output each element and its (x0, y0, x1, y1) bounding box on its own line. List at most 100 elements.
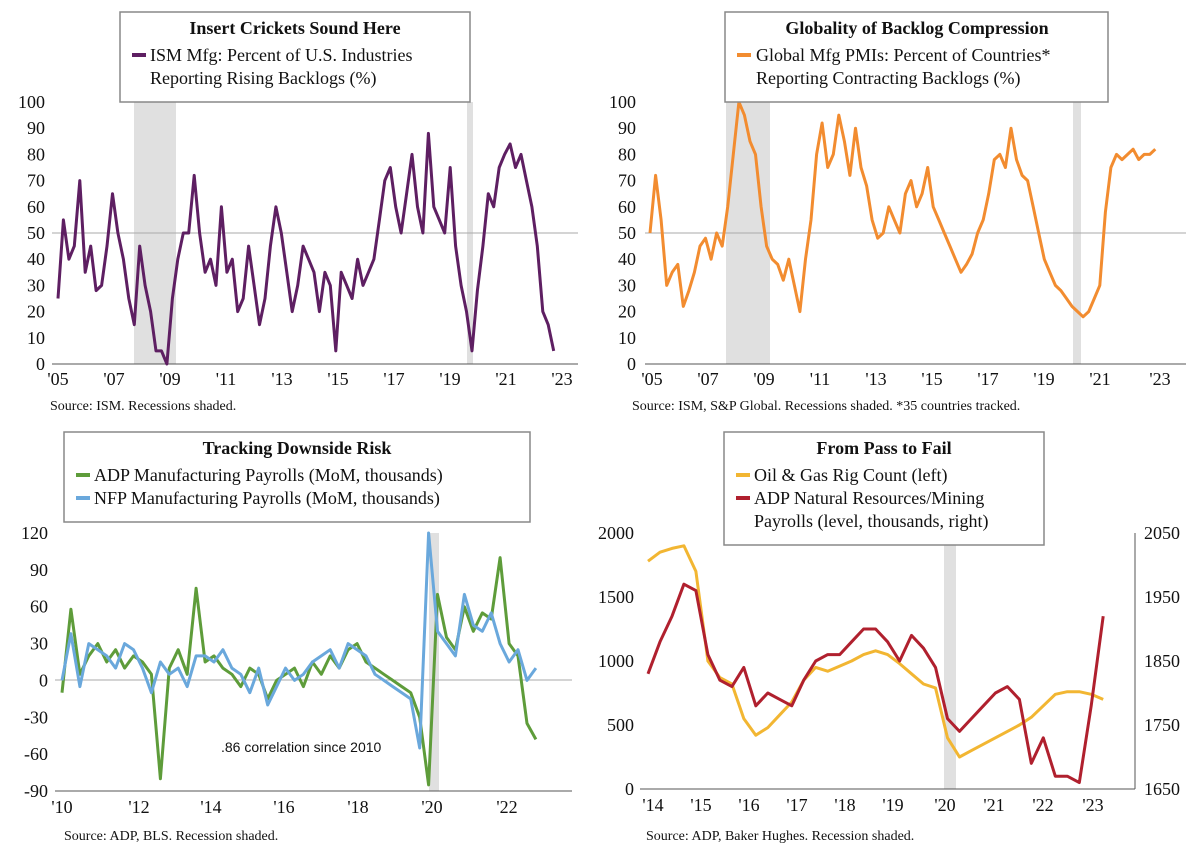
legend-label: Global Mfg PMIs: Percent of Countries* (756, 45, 1050, 65)
rig-count-line (647, 544, 1104, 759)
chart-ism-backlogs: 0 10 20 30 40 50 60 70 80 90 100 '05 '07 '09 '11 '13 '1… (18, 11, 578, 414)
y-tick-label: -30 (24, 707, 48, 727)
x-tick-label: '17 (786, 795, 807, 815)
y-tick-label: 70 (618, 171, 636, 191)
y-tick-label: 90 (27, 118, 45, 138)
y-tick-labels: 0 10 20 30 40 50 60 70 80 90 100 (609, 92, 636, 374)
y-tick-label: 0 (627, 354, 636, 374)
y-tick-label: 1850 (1144, 651, 1180, 671)
y-tick-label: -90 (24, 781, 48, 801)
x-tick-label: '09 (753, 369, 774, 389)
x-tick-label: '20 (421, 797, 442, 817)
y-tick-label: 60 (618, 197, 636, 217)
title-box (723, 431, 1045, 546)
ism-backlogs-line (56, 131, 556, 366)
x-tick-label: '15 (327, 369, 348, 389)
x-tick-labels: '14 '15 '16 '17 '18 '19 '20 '21 '22 '23 (642, 795, 1103, 815)
x-tick-label: '19 (439, 369, 460, 389)
title-box (724, 11, 1109, 103)
chart-global-pmi: 0 10 20 30 40 50 60 70 80 90 100 '05 '07 '09 '11 '13 '1… (609, 11, 1186, 414)
legend-label: Reporting Rising Backlogs (%) (150, 68, 376, 89)
x-tick-label: '12 (128, 797, 149, 817)
chart-title: From Pass to Fail (816, 438, 951, 458)
x-tick-label: '09 (159, 369, 180, 389)
legend-label: Oil & Gas Rig Count (left) (754, 465, 947, 486)
x-tick-label: '16 (738, 795, 759, 815)
y-tick-label: 2000 (598, 523, 634, 543)
x-tick-label: '23 (1082, 795, 1103, 815)
legend-label: ADP Manufacturing Payrolls (MoM, thousan… (94, 465, 443, 486)
mining-payrolls-line (646, 582, 1105, 785)
source-note: Source: ISM, S&P Global. Recessions shad… (632, 399, 1020, 414)
y-tick-label: 100 (609, 92, 636, 112)
y-tick-label: 1750 (1144, 715, 1180, 735)
y-tick-label: 0 (625, 779, 634, 799)
x-tick-label: '13 (865, 369, 886, 389)
global-pmi-line (648, 100, 1157, 319)
y-tick-label: -60 (24, 744, 48, 764)
chart-title: Insert Crickets Sound Here (189, 18, 400, 38)
title-box (119, 11, 471, 103)
y-tick-label: 0 (39, 670, 48, 690)
x-tick-label: '18 (834, 795, 855, 815)
y-tick-label: 20 (27, 302, 45, 322)
x-tick-label: '17 (383, 369, 404, 389)
x-tick-label: '19 (882, 795, 903, 815)
y-tick-label: 10 (618, 328, 636, 348)
y-tick-label: 1500 (598, 587, 634, 607)
y-tick-label: 1650 (1144, 779, 1180, 799)
x-tick-label: '07 (697, 369, 718, 389)
x-tick-label: '23 (551, 369, 572, 389)
legend-label: Reporting Contracting Backlogs (%) (756, 68, 1020, 89)
x-tick-label: '15 (690, 795, 711, 815)
source-note: Source: ISM. Recessions shaded. (50, 399, 236, 414)
chart-payrolls: -90 -60 -30 0 30 60 90 120 '10 '12 '14 '16 '18 '20 '2… (21, 431, 572, 844)
nfp-payrolls-line (60, 531, 538, 750)
legend-label: ADP Natural Resources/Mining Payrolls (l… (754, 488, 989, 532)
y-tick-label: 80 (27, 144, 45, 164)
x-tick-label: '23 (1149, 369, 1170, 389)
y-tick-label: 70 (27, 171, 45, 191)
y-tick-label: 2050 (1144, 523, 1180, 543)
y-tick-labels-right: 1650 1750 1850 1950 2050 (1144, 523, 1180, 799)
x-tick-label: '21 (983, 795, 1004, 815)
y-tick-label: 50 (27, 223, 45, 243)
y-tick-label: 60 (30, 597, 48, 617)
x-tick-label: '14 (200, 797, 221, 817)
chart-rigs-mining: 0 500 1000 1500 2000 1650 1750 1850 1950 2050 '1… (598, 431, 1180, 844)
y-tick-label: 40 (27, 249, 45, 269)
x-tick-label: '21 (1089, 369, 1110, 389)
y-tick-label: 90 (30, 560, 48, 580)
y-tick-labels-left: 0 500 1000 1500 2000 (598, 523, 634, 799)
x-tick-label: '22 (1032, 795, 1053, 815)
y-tick-label: 1000 (598, 651, 634, 671)
y-tick-label: 20 (618, 302, 636, 322)
y-tick-label: 10 (27, 328, 45, 348)
source-note: Source: ADP, BLS. Recession shaded. (64, 829, 278, 844)
y-tick-label: 30 (27, 275, 45, 295)
y-tick-label: 1950 (1144, 587, 1180, 607)
legend-label-line-2: Payrolls (level, thousands, right) (754, 511, 988, 532)
x-tick-label: '13 (271, 369, 292, 389)
chart-title: Globality of Backlog Compression (785, 18, 1048, 38)
y-tick-labels: 0 10 20 30 40 50 60 70 80 90 100 (18, 92, 45, 374)
x-tick-label: '05 (47, 369, 68, 389)
x-tick-label: '16 (273, 797, 294, 817)
y-tick-label: 100 (18, 92, 45, 112)
x-tick-label: '14 (642, 795, 663, 815)
x-tick-label: '11 (216, 369, 237, 389)
y-tick-label: 90 (618, 118, 636, 138)
y-tick-label: 80 (618, 144, 636, 164)
legend-label-line-1: ADP Natural Resources/Mining (754, 488, 984, 508)
y-tick-label: 0 (36, 354, 45, 374)
x-tick-labels: '05 '07 '09 '11 '13 '15 '17 '19 '21 '23 (641, 369, 1170, 389)
x-tick-label: '05 (641, 369, 662, 389)
y-tick-label: 120 (21, 523, 48, 543)
x-tick-label: '22 (496, 797, 517, 817)
y-tick-label: 500 (607, 715, 634, 735)
x-tick-label: '17 (977, 369, 998, 389)
x-tick-label: '15 (921, 369, 942, 389)
x-tick-label: '19 (1033, 369, 1054, 389)
title-box (63, 431, 531, 523)
